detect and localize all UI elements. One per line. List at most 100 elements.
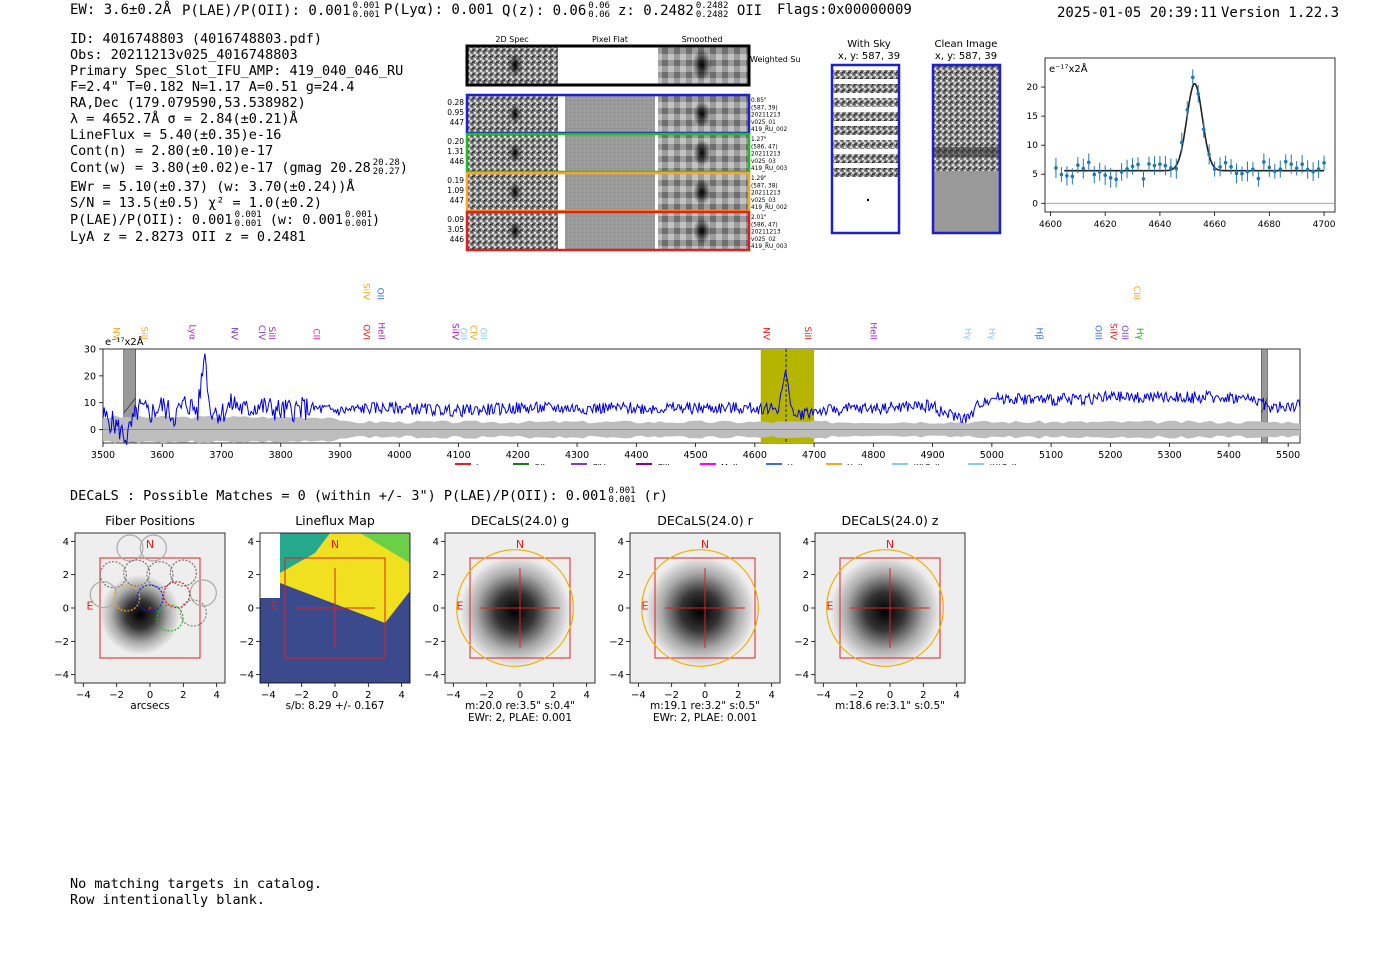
- spectrum-legend-swatch: [892, 463, 908, 465]
- info-block: ID: 4016748803 (4016748803.pdf) Obs: 202…: [70, 31, 408, 245]
- decals-galaxy: [645, 556, 755, 667]
- decals-x-tick-label: 4: [583, 690, 589, 701]
- zoom-point: [1163, 163, 1168, 168]
- spectrum-x-tick-label: 3700: [209, 450, 233, 461]
- spectrum-legend-label: (H)CaII: [989, 463, 1016, 465]
- zoom-point: [1207, 152, 1211, 157]
- zoom-point: [1097, 169, 1102, 174]
- zoom-x-tick-label: 4680: [1258, 220, 1281, 230]
- decals-panel: Lineflux Map N E −4 −4 −2 −2 0 0 2 2 4 4 s/b: 8.29 +/…: [239, 513, 411, 712]
- header-z-lo: 0.2482: [695, 10, 729, 20]
- decals-caption: m:20.0 re:3.5" s:0.4": [465, 700, 575, 712]
- header-plya: P(Lyα): 0.001: [384, 2, 494, 18]
- cutout-spot: [509, 143, 521, 163]
- spectrum-x-tick-label: 4500: [683, 450, 707, 461]
- cutout-row-right-value: (587, 39): [751, 105, 778, 111]
- spectrum-line-label: OIII: [1093, 325, 1103, 340]
- decals-panel: Fiber Positions N E −4 −4 −2 −2 0 0 2 2 4 4 arcsecs: [54, 513, 226, 712]
- decals-panel-title: DECaLS(24.0) r: [657, 513, 753, 528]
- spectrum-legend-label: CIII: [657, 463, 670, 465]
- zoom-point: [1267, 165, 1272, 170]
- decals-x-tick-label: −4: [76, 690, 91, 701]
- zoom-point: [1152, 163, 1157, 168]
- decals-x-tick-label: 2: [550, 690, 556, 701]
- decals-y-tick-label: 4: [248, 537, 254, 548]
- spectrum-legend-swatch: [571, 463, 587, 465]
- decals-y-tick-label: −4: [424, 670, 439, 681]
- decals-y-tick-label: 0: [618, 604, 624, 615]
- decals-fiber-circle: [156, 604, 184, 632]
- lineflux-blank: [260, 533, 280, 598]
- zoom-y-tick-label: 10: [1027, 141, 1039, 151]
- cutout-row-right-value: 419_RU_003: [751, 166, 788, 172]
- zoom-point: [1201, 127, 1206, 132]
- cutout-row-left-value: 0.09: [447, 215, 464, 224]
- cutout-row-left-value: 0.20: [447, 137, 464, 146]
- cutout-row-right-value: 419_RU_002: [751, 127, 788, 133]
- info-primary: Primary Spec_Slot_IFU_AMP: 419_040_046_R…: [70, 63, 404, 79]
- decals-galaxy: [100, 574, 180, 655]
- cutout-spot: [693, 179, 711, 205]
- info-contw-end: ): [399, 160, 408, 176]
- header-zline: OII: [736, 3, 763, 19]
- decals-east-label: E: [642, 600, 649, 613]
- cutout-spot: [509, 221, 521, 241]
- decals-caption: m:18.6 re:3.1" s:0.5": [835, 700, 945, 712]
- info-lineflux: LineFlux = 5.40(±0.35)e-16: [70, 127, 282, 143]
- decals-y-tick-label: −4: [239, 670, 254, 681]
- decals-y-tick-label: 0: [63, 604, 69, 615]
- decals-x-tick-label: 0: [147, 690, 153, 701]
- decals-fiber-circle: [99, 561, 127, 589]
- decals-fiber-circle: [136, 584, 164, 612]
- cutout-row-left-value: 0.28: [447, 98, 464, 107]
- zoom-y-tick-label: 15: [1027, 112, 1038, 122]
- decals-caption: m:19.1 re:3.2" s:0.5": [650, 700, 760, 712]
- cutout-row-left-value: 1.09: [447, 186, 464, 195]
- decals-x-tick-label: −2: [294, 690, 309, 701]
- decals-x-tick-label: −2: [109, 690, 124, 701]
- spectrum-legend-label: (K)CaII: [913, 463, 940, 465]
- zoom-point: [1076, 163, 1080, 167]
- info-plae-w-hi: 0.001: [344, 210, 373, 220]
- decals-panel: DECaLS(24.0) z N E −4 −4 −2 −2 0 0 2 2 4 4 m:18.6 re:…: [794, 513, 966, 712]
- decals-y-tick-label: 0: [433, 604, 439, 615]
- decals-x-tick-label: 4: [398, 690, 404, 701]
- zoom-point: [1054, 166, 1058, 170]
- zoom-point: [1158, 162, 1162, 166]
- footer: No matching targets in catalog. Row inte…: [70, 876, 322, 908]
- decals-x-tick-label: 0: [517, 690, 523, 701]
- decals-aperture-ellipse: [826, 549, 944, 667]
- cutout-row-right-value: v025_02: [751, 237, 776, 243]
- spectrum-y-tick-label: 10: [84, 398, 96, 409]
- decals-x-tick-label: 2: [920, 690, 926, 701]
- spectrum-x-tick-label: 4800: [861, 450, 885, 461]
- decals-y-tick-label: 2: [248, 570, 254, 581]
- info-radec: RA,Dec (179.079590,53.538982): [70, 95, 306, 111]
- zoom-point: [1229, 164, 1233, 169]
- cutout-weighted-label: Weighted Sum: [750, 55, 800, 64]
- info-sn: S/N = 13.5(±0.5) χ² = 1.0(±0.2): [70, 195, 322, 211]
- zoom-point: [1305, 167, 1310, 172]
- info-plae-hi: 0.001: [234, 210, 262, 220]
- decals-x-tick-label: 4: [953, 690, 959, 701]
- cutout-row-right-value: v025_03: [751, 198, 776, 204]
- spectrum-line-label: OVI: [361, 324, 371, 340]
- header-plae-value: P(LAE)/P(OII): 0.001: [182, 3, 351, 19]
- spectrum-legend-swatch: [700, 463, 716, 465]
- cutout-row-right-value: (587, 38): [751, 183, 778, 189]
- info-contn: Cont(n) = 2.80(±0.10)e-17: [70, 143, 274, 159]
- zoom-x-tick-label: 4700: [1313, 220, 1336, 230]
- zoom-x-tick-label: 4640: [1148, 220, 1171, 230]
- spectrum-line-label: SiII: [802, 326, 812, 340]
- sky-stripe: [833, 140, 898, 149]
- decals-north-label: N: [701, 538, 709, 551]
- spectrum-y-tick-label: 0: [90, 425, 96, 436]
- decals-x-tick-label: −2: [664, 690, 679, 701]
- decals-summary-band: (r): [643, 488, 669, 504]
- decals-summary-hi: 0.001: [608, 486, 636, 496]
- decals-fiber-circle: [123, 559, 151, 587]
- decals-x-tick-label: 4: [213, 690, 219, 701]
- with-sky-image: [830, 63, 901, 235]
- sky-stripe: [833, 112, 898, 121]
